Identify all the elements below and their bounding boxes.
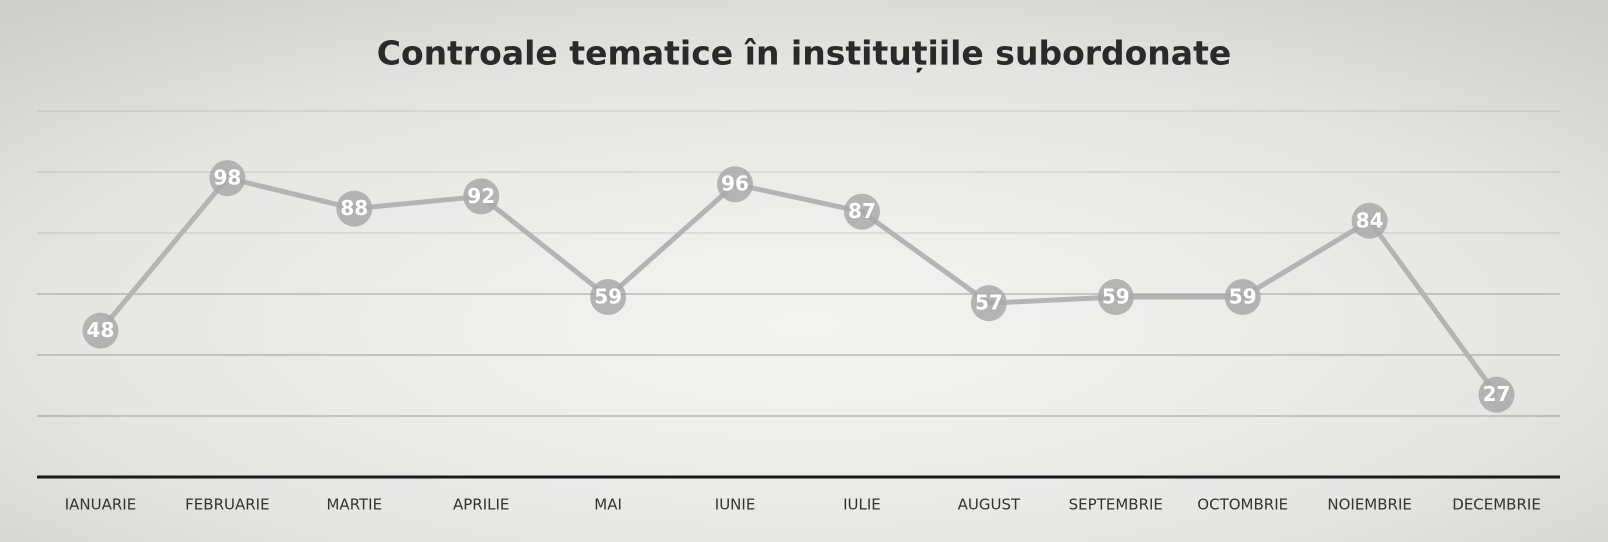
data-label: 57 (975, 291, 1003, 315)
data-label: 87 (848, 199, 876, 223)
data-label: 27 (1483, 382, 1511, 406)
data-label: 84 (1356, 208, 1384, 232)
data-point (1351, 202, 1388, 239)
x-tick-label: IULIE (843, 496, 881, 514)
data-label: 59 (594, 285, 622, 309)
data-line (98, 175, 1499, 397)
x-tick-label: DECEMBRIE (1452, 496, 1541, 514)
data-point (590, 279, 627, 316)
chart-title: Controale tematice în instituțiile subor… (377, 34, 1231, 73)
data-label: 98 (213, 166, 241, 190)
data-point (1097, 279, 1134, 316)
data-label: 92 (467, 184, 495, 208)
data-point (336, 190, 373, 227)
data-label: 48 (87, 318, 115, 342)
data-label: 96 (721, 172, 749, 196)
data-label: 88 (340, 196, 368, 220)
x-tick-label: OCTOMBRIE (1197, 496, 1288, 514)
data-point (1224, 279, 1261, 316)
data-point (82, 312, 119, 349)
data-label: 59 (1229, 285, 1257, 309)
x-tick-label: MAI (594, 496, 622, 514)
x-tick-label: SEPTEMBRIE (1069, 496, 1163, 514)
x-tick-label: NOIEMBRIE (1327, 496, 1412, 514)
data-point (1478, 376, 1515, 413)
data-label: 59 (1102, 285, 1130, 309)
data-point (843, 193, 880, 230)
x-tick-label: AUGUST (958, 496, 1021, 514)
data-point (209, 160, 246, 197)
data-point (717, 166, 754, 203)
x-tick-label: MARTIE (326, 496, 382, 514)
x-tick-label: APRILIE (453, 496, 509, 514)
x-tick-label: IANUARIE (65, 496, 136, 514)
x-tick-label: IUNIE (715, 496, 756, 514)
data-point (463, 178, 500, 215)
x-tick-label: FEBRUARIE (185, 496, 269, 514)
data-point (970, 285, 1007, 322)
